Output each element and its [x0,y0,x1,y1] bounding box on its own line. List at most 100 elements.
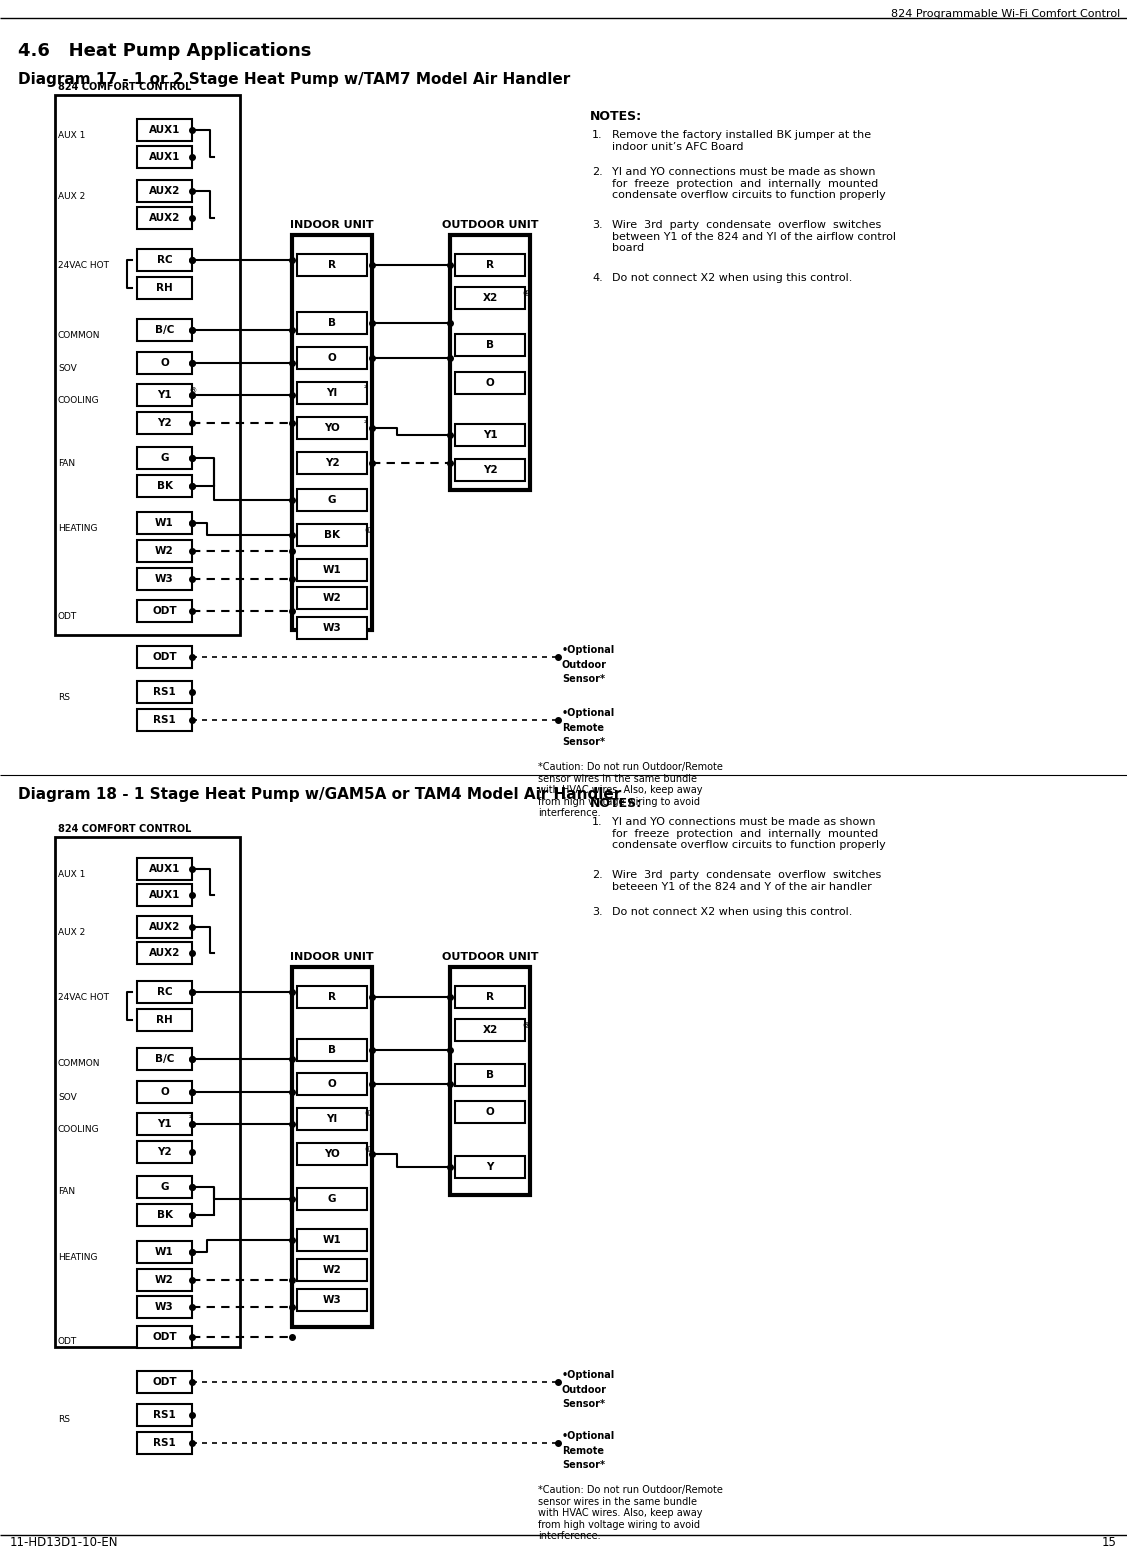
Text: G: G [328,496,336,505]
FancyBboxPatch shape [137,513,192,534]
Text: •Optional: •Optional [562,644,615,655]
Text: 3.: 3. [592,220,603,229]
Text: 2.: 2. [592,167,603,177]
Text: RS: RS [57,1416,70,1425]
FancyBboxPatch shape [137,180,192,201]
Text: AUX 2: AUX 2 [57,192,86,200]
Text: RS1: RS1 [153,688,176,697]
FancyBboxPatch shape [137,1114,192,1135]
Text: W3: W3 [156,575,174,584]
Text: W2: W2 [156,545,174,556]
FancyBboxPatch shape [298,524,367,545]
FancyBboxPatch shape [137,1326,192,1348]
Text: NOTES:: NOTES: [591,798,642,810]
Text: •Optional: •Optional [562,1431,615,1441]
FancyBboxPatch shape [137,1297,192,1318]
FancyBboxPatch shape [298,1289,367,1310]
FancyBboxPatch shape [455,1101,525,1123]
Text: ²: ² [364,418,367,428]
Text: R: R [328,991,336,1002]
Text: 4.: 4. [592,273,603,283]
Text: Sensor*: Sensor* [562,674,605,685]
Text: ③: ③ [189,386,196,395]
FancyBboxPatch shape [137,146,192,167]
Text: X2: X2 [482,1025,498,1035]
Text: 11-HD13D1-10-EN: 11-HD13D1-10-EN [10,1535,118,1549]
Text: Outdoor: Outdoor [562,660,607,671]
FancyBboxPatch shape [292,967,372,1327]
Text: AUX 1: AUX 1 [57,130,86,139]
Text: FAN: FAN [57,459,76,468]
Text: O: O [486,378,495,387]
FancyBboxPatch shape [137,1049,192,1070]
Text: 4.6   Heat Pump Applications: 4.6 Heat Pump Applications [18,42,311,60]
Text: YI: YI [327,387,338,398]
Text: ODT: ODT [152,606,177,617]
Text: ③: ③ [522,1021,529,1030]
Text: RS1: RS1 [153,1410,176,1420]
Text: COMMON: COMMON [57,1060,100,1069]
Text: O: O [486,1108,495,1117]
FancyBboxPatch shape [298,254,367,276]
Text: AUX 2: AUX 2 [57,928,86,937]
FancyBboxPatch shape [298,1228,367,1252]
FancyBboxPatch shape [298,417,367,438]
Text: G: G [160,1182,169,1193]
Text: BK: BK [157,1210,172,1221]
Text: G: G [328,1194,336,1204]
Text: Y2: Y2 [157,1146,171,1157]
Text: FAN: FAN [57,1188,76,1196]
FancyBboxPatch shape [137,1081,192,1103]
Text: Y1: Y1 [482,431,497,440]
Text: *Caution: Do not run Outdoor/Remote
sensor wires in the same bundle
with HVAC wi: *Caution: Do not run Outdoor/Remote sens… [538,762,722,818]
FancyBboxPatch shape [137,412,192,434]
FancyBboxPatch shape [298,489,367,511]
FancyBboxPatch shape [298,987,367,1008]
Text: Wire  3rd  party  condensate  overflow  switches
between Y1 of the 824 and YI of: Wire 3rd party condensate overflow switc… [612,220,896,252]
Text: Remote: Remote [562,723,604,733]
FancyBboxPatch shape [137,1371,192,1393]
FancyBboxPatch shape [137,1204,192,1225]
Text: YI: YI [327,1114,338,1125]
FancyBboxPatch shape [292,235,372,630]
Text: 1.: 1. [592,130,603,139]
Text: W2: W2 [322,1266,341,1275]
Text: Remove the factory installed BK jumper at the
indoor unit’s AFC Board: Remove the factory installed BK jumper a… [612,130,871,152]
Text: B/C: B/C [154,1053,175,1064]
Text: AUX2: AUX2 [149,948,180,957]
Text: Y2: Y2 [325,459,339,468]
Text: ODT: ODT [152,652,177,661]
FancyBboxPatch shape [137,1176,192,1197]
FancyBboxPatch shape [137,119,192,141]
Text: W2: W2 [322,593,341,603]
Text: AUX1: AUX1 [149,125,180,135]
FancyBboxPatch shape [137,1008,192,1032]
Text: AUX1: AUX1 [149,891,180,900]
Text: *Caution: Do not run Outdoor/Remote
sensor wires in the same bundle
with HVAC wi: *Caution: Do not run Outdoor/Remote sens… [538,1485,722,1541]
Text: ④: ④ [522,288,529,297]
Text: INDOOR UNIT: INDOOR UNIT [290,220,374,229]
FancyBboxPatch shape [455,372,525,393]
Text: B: B [328,1046,336,1055]
Text: 824 Programmable Wi-Fi Comfort Control: 824 Programmable Wi-Fi Comfort Control [890,9,1120,19]
FancyBboxPatch shape [298,347,367,369]
Text: G: G [160,452,169,463]
Text: W3: W3 [156,1303,174,1312]
Text: W3: W3 [322,1295,341,1304]
Text: R: R [328,260,336,270]
FancyBboxPatch shape [298,1188,367,1210]
FancyBboxPatch shape [137,1142,192,1163]
Text: Sensor*: Sensor* [562,1461,605,1470]
Text: Y: Y [487,1162,494,1173]
Text: Do not connect X2 when using this control.: Do not connect X2 when using this contro… [612,908,852,917]
Text: YI and YO connections must be made as shown
for  freeze  protection  and  intern: YI and YO connections must be made as sh… [612,167,886,200]
Text: W2: W2 [156,1275,174,1286]
Text: W1: W1 [322,565,341,575]
Text: Sensor*: Sensor* [562,1399,605,1410]
Text: RS1: RS1 [153,716,176,725]
Text: O: O [160,358,169,369]
FancyBboxPatch shape [455,424,525,446]
Text: RC: RC [157,256,172,265]
Text: 824 COMFORT CONTROL: 824 COMFORT CONTROL [57,82,192,91]
Text: COMMON: COMMON [57,330,100,339]
